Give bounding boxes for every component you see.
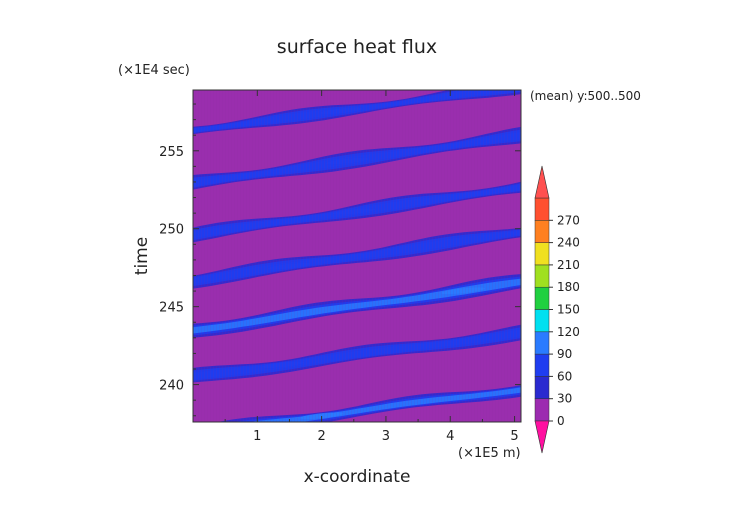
y-axis: 240 245 250 255 [159, 103, 521, 417]
colorbar-label: 180 [557, 280, 580, 294]
colorbar-label: 270 [557, 213, 580, 227]
colorbar-segment [534, 353, 550, 377]
x-tick-label: 5 [510, 429, 518, 444]
colorbar-segment [534, 398, 550, 422]
plot-texture [193, 90, 521, 422]
x-tick-label: 4 [446, 429, 454, 444]
x-tick-label: 3 [382, 429, 390, 444]
y-tick-label: 250 [159, 223, 184, 238]
x-axis: 1 2 3 4 5 [224, 90, 519, 444]
mean-annotation: (mean) y:500..500 [530, 89, 641, 103]
colorbar-label: 60 [557, 369, 572, 383]
colorbar-segment [534, 220, 550, 243]
colorbar-segment [534, 286, 550, 310]
colorbar-over-arrow [534, 165, 550, 199]
heatmap-plot-area [192, 89, 522, 423]
y-tick-label: 245 [159, 301, 184, 316]
colorbar-under-arrow [534, 420, 550, 454]
colorbar-label: 0 [557, 414, 565, 428]
colorbar-label: 120 [557, 325, 580, 339]
y-unit-label: (×1E4 sec) [118, 63, 190, 78]
y-tick-label: 240 [159, 379, 184, 394]
x-unit-label: (×1E5 m) [458, 446, 521, 461]
colorbar-label: 30 [557, 392, 572, 406]
y-axis-label: time [132, 237, 152, 275]
colorbar-label: 240 [557, 236, 580, 250]
colorbar-segment [534, 197, 550, 221]
chart-title: surface heat flux [277, 36, 437, 58]
y-tick-label: 255 [159, 145, 184, 160]
colorbar: 0 30 60 90 120 150 180 210 240 270 [534, 165, 580, 454]
colorbar-label: 210 [557, 258, 580, 272]
colorbar-segment [534, 331, 550, 355]
colorbar-segment [534, 242, 550, 266]
colorbar-segment [534, 376, 550, 399]
x-axis-label: x-coordinate [304, 467, 411, 487]
x-tick-label: 1 [253, 429, 261, 444]
colorbar-label: 90 [557, 347, 572, 361]
colorbar-segment [534, 309, 550, 333]
colorbar-label: 150 [557, 303, 580, 317]
x-tick-label: 2 [317, 429, 325, 444]
plot-frame [192, 89, 522, 423]
colorbar-segment [534, 264, 550, 288]
